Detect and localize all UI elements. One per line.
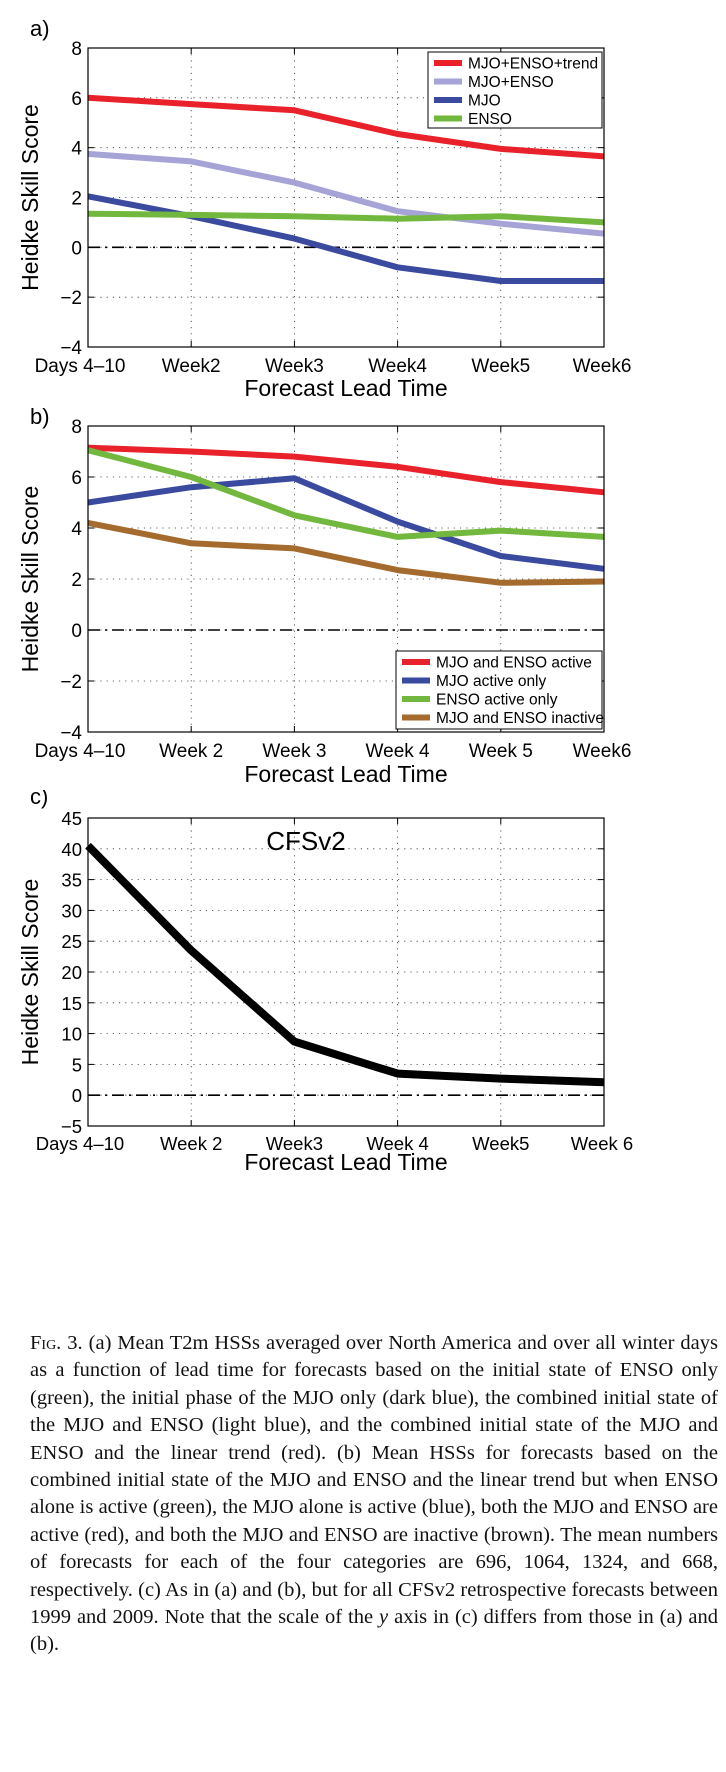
y-axis-label: Heidke Skill Score <box>17 486 43 673</box>
series-line-mjo-and-enso-active <box>87 444 605 496</box>
y-tick-label: 8 <box>71 39 82 60</box>
y-tick-label: 30 <box>61 900 82 921</box>
x-category-label: Week 6 <box>571 1133 633 1154</box>
chart-c-svg: −5 0 5 10 15 20 25 30 35 40 45 Days 4–10 Week 2 Week3… <box>17 790 633 1175</box>
y-tick-label: −2 <box>60 672 82 693</box>
x-category-label: Week2 <box>162 356 221 377</box>
y-tick-label: 0 <box>72 1085 82 1106</box>
y-tick-label: 20 <box>61 962 82 983</box>
x-category-label: Week 2 <box>160 1133 222 1154</box>
x-category-label: Week 4 <box>366 1133 428 1154</box>
y-tick-label: −4 <box>60 723 82 744</box>
plot-area-frame <box>87 425 605 733</box>
x-axis-label: Forecast Lead Time <box>244 375 447 401</box>
series-line-mjo-enso-trend <box>87 94 605 160</box>
y-axis-label: Heidke Skill Score <box>17 104 43 291</box>
series-line-enso <box>87 210 605 226</box>
y-tick-label: 4 <box>71 519 82 540</box>
series-line-mjo <box>87 193 604 284</box>
x-category-label: Week5 <box>471 356 530 377</box>
y-axis-label: Heidke Skill Score <box>17 879 43 1066</box>
y-tick-label: 2 <box>71 570 82 591</box>
series-line-mjo-enso <box>87 150 605 237</box>
chart-a-svg: −4 −2 0 2 4 6 8 Days 4–10 Week2 Week3 Week4 Week5 We… <box>17 16 632 401</box>
x-category-label: Week5 <box>472 1133 529 1154</box>
y-tick-label: 2 <box>71 189 82 210</box>
x-category-label: Week6 <box>573 356 632 377</box>
x-category-label: Week 5 <box>469 741 533 762</box>
caption-text-part-2: axis in (c) differs from those in (a) an… <box>30 1606 718 1656</box>
series-line-cfsv2 <box>85 842 605 1087</box>
y-tick-label: −2 <box>60 288 82 309</box>
chart-panel-a: −4 −2 0 2 4 6 8 Days 4–10 Week2 Week3 Week4 Week5 We… <box>0 0 726 405</box>
y-tick-label: 45 <box>61 808 82 829</box>
caption-fig-label: Fig. 3. <box>30 1332 83 1354</box>
x-category-label: Days 4–10 <box>35 356 126 377</box>
x-category-label: Week 3 <box>262 741 326 762</box>
plot-area-frame <box>87 817 605 1127</box>
legend-entry: ENSO <box>468 111 512 128</box>
chart-title: CFSv2 <box>266 826 345 856</box>
x-category-label: Week3 <box>265 356 324 377</box>
legend-entry: MJO active only <box>436 673 547 690</box>
y-tick-label: 4 <box>71 139 82 160</box>
legend-entry: MJO+ENSO+trend <box>468 56 598 73</box>
legend-entry: ENSO active only <box>436 692 558 709</box>
caption-italic-word: y <box>379 1606 389 1629</box>
legend-entry: MJO and ENSO active <box>436 655 592 672</box>
y-tick-label: 5 <box>72 1054 82 1075</box>
x-category-label: Week 2 <box>159 741 223 762</box>
legend-entry: MJO and ENSO inactive <box>436 710 604 727</box>
y-tick-label: 0 <box>71 621 82 642</box>
y-tick-label: 15 <box>61 993 82 1014</box>
y-tick-label: 8 <box>71 417 82 438</box>
series-line-mjo-active-only <box>87 475 605 572</box>
x-category-label: Week6 <box>573 741 632 762</box>
x-category-label: Week 4 <box>366 741 431 762</box>
panel-label: c) <box>30 790 48 809</box>
y-tick-label: 6 <box>71 468 82 489</box>
x-category-label: Days 4–10 <box>36 1133 124 1154</box>
y-tick-label: −5 <box>61 1116 82 1137</box>
x-category-label: Week3 <box>266 1133 323 1154</box>
x-category-label: Days 4–10 <box>35 741 126 762</box>
legend-box <box>395 650 603 730</box>
legend-entry: MJO+ENSO <box>468 74 554 91</box>
y-tick-label: −4 <box>60 338 82 359</box>
y-tick-label: 35 <box>61 870 82 891</box>
y-tick-label: 6 <box>71 89 82 110</box>
x-category-label: Week4 <box>368 356 427 377</box>
chart-panel-c: −5 0 5 10 15 20 25 30 35 40 45 Days 4–10 Week 2 Week3… <box>0 790 726 1330</box>
legend-entry: MJO <box>468 93 501 110</box>
y-tick-label: 25 <box>61 931 82 952</box>
y-tick-label: 10 <box>61 1024 82 1045</box>
figure-caption: Fig. 3. (a) Mean T2m HSSs averaged over … <box>30 1330 718 1659</box>
chart-b-svg: −4 −2 0 2 4 6 8 Days 4–10 Week 2 Week 3 Week 4 Week… <box>17 405 632 787</box>
x-axis-label: Forecast Lead Time <box>244 761 447 787</box>
series-line-enso-active-only <box>87 447 605 540</box>
series-line-mjo-and-enso-inactive <box>87 519 605 586</box>
panel-label: a) <box>30 16 50 41</box>
y-tick-label: 40 <box>61 839 82 860</box>
caption-text-part-1: (a) Mean T2m HSSs averaged over North Am… <box>30 1332 718 1629</box>
plot-area-frame <box>87 47 605 348</box>
panel-label: b) <box>30 405 50 429</box>
chart-panel-b: −4 −2 0 2 4 6 8 Days 4–10 Week 2 Week 3 Week 4 Week… <box>0 405 726 790</box>
x-axis-label: Forecast Lead Time <box>244 1149 447 1175</box>
y-tick-label: 0 <box>71 238 82 259</box>
